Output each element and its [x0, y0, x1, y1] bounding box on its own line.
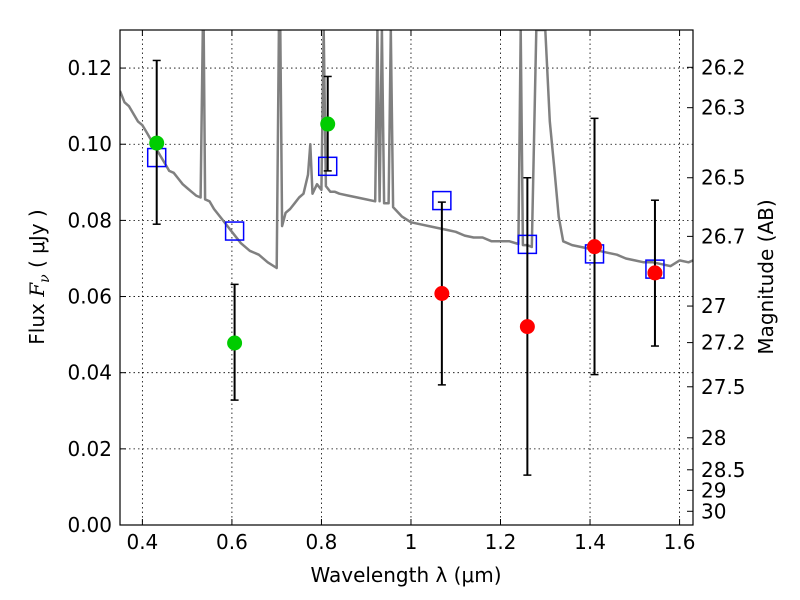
data-point	[647, 265, 663, 281]
x-tick-label: 1.4	[574, 530, 606, 554]
ticks: 0.4 0.6 0.8 1 1.2 1.4 1.6 0.00 0.02 0.04 0.06 0.08 0…	[67, 30, 746, 554]
x-tick-label: 1.6	[664, 530, 696, 554]
y-tick-label: 0.10	[67, 132, 112, 156]
y-axis-label: Flux Fν ( μJy )	[25, 209, 53, 344]
x-tick-label: 0.8	[306, 530, 338, 554]
y2-tick-label: 30	[701, 499, 726, 523]
y2-tick-label: 28.5	[701, 458, 746, 482]
plot-area	[120, 30, 693, 270]
data-point	[149, 135, 165, 151]
y2-tick-label: 26.3	[701, 96, 746, 120]
x-tick-label: 1	[405, 530, 418, 554]
data-point	[434, 285, 450, 301]
x-tick-label: 1.2	[485, 530, 517, 554]
y-tick-label: 0.04	[67, 361, 112, 385]
y2-tick-label: 28	[701, 426, 726, 450]
y-tick-label: 0.12	[67, 56, 112, 80]
y-tick-label: 0.06	[67, 285, 112, 309]
y2-tick-label: 26.2	[701, 55, 746, 79]
y-axis-label-pre: Flux	[25, 297, 49, 345]
y-axis-label-subscript: ν	[37, 274, 53, 283]
x-tick-label: 0.6	[216, 530, 248, 554]
y2-tick-label: 26.5	[701, 166, 746, 190]
y2-tick-label: 27.5	[701, 375, 746, 399]
y2-tick-label: 26.7	[701, 224, 746, 248]
model-band-square	[224, 221, 245, 241]
model-spectrum-line	[120, 30, 693, 270]
y-tick-label: 0.00	[67, 513, 112, 537]
x-tick-label: 0.4	[126, 530, 158, 554]
y-axis-label-symbol: F	[25, 282, 49, 298]
x-axis-label: Wavelength λ (μm)	[310, 563, 501, 587]
data-point	[519, 319, 535, 335]
data-point	[587, 239, 603, 255]
data-point	[320, 116, 336, 132]
y2-axis-label: Magnitude (AB)	[754, 199, 778, 354]
data-point	[227, 335, 243, 351]
y-tick-label: 0.02	[67, 437, 112, 461]
plot-frame	[119, 29, 694, 526]
y2-tick-label: 29	[701, 478, 726, 502]
y2-tick-label: 27	[701, 294, 726, 318]
markers	[146, 59, 665, 476]
y-axis-label-post: ( μJy )	[25, 209, 49, 274]
y2-tick-label: 27.2	[701, 331, 746, 355]
y-tick-label: 0.08	[67, 208, 112, 232]
